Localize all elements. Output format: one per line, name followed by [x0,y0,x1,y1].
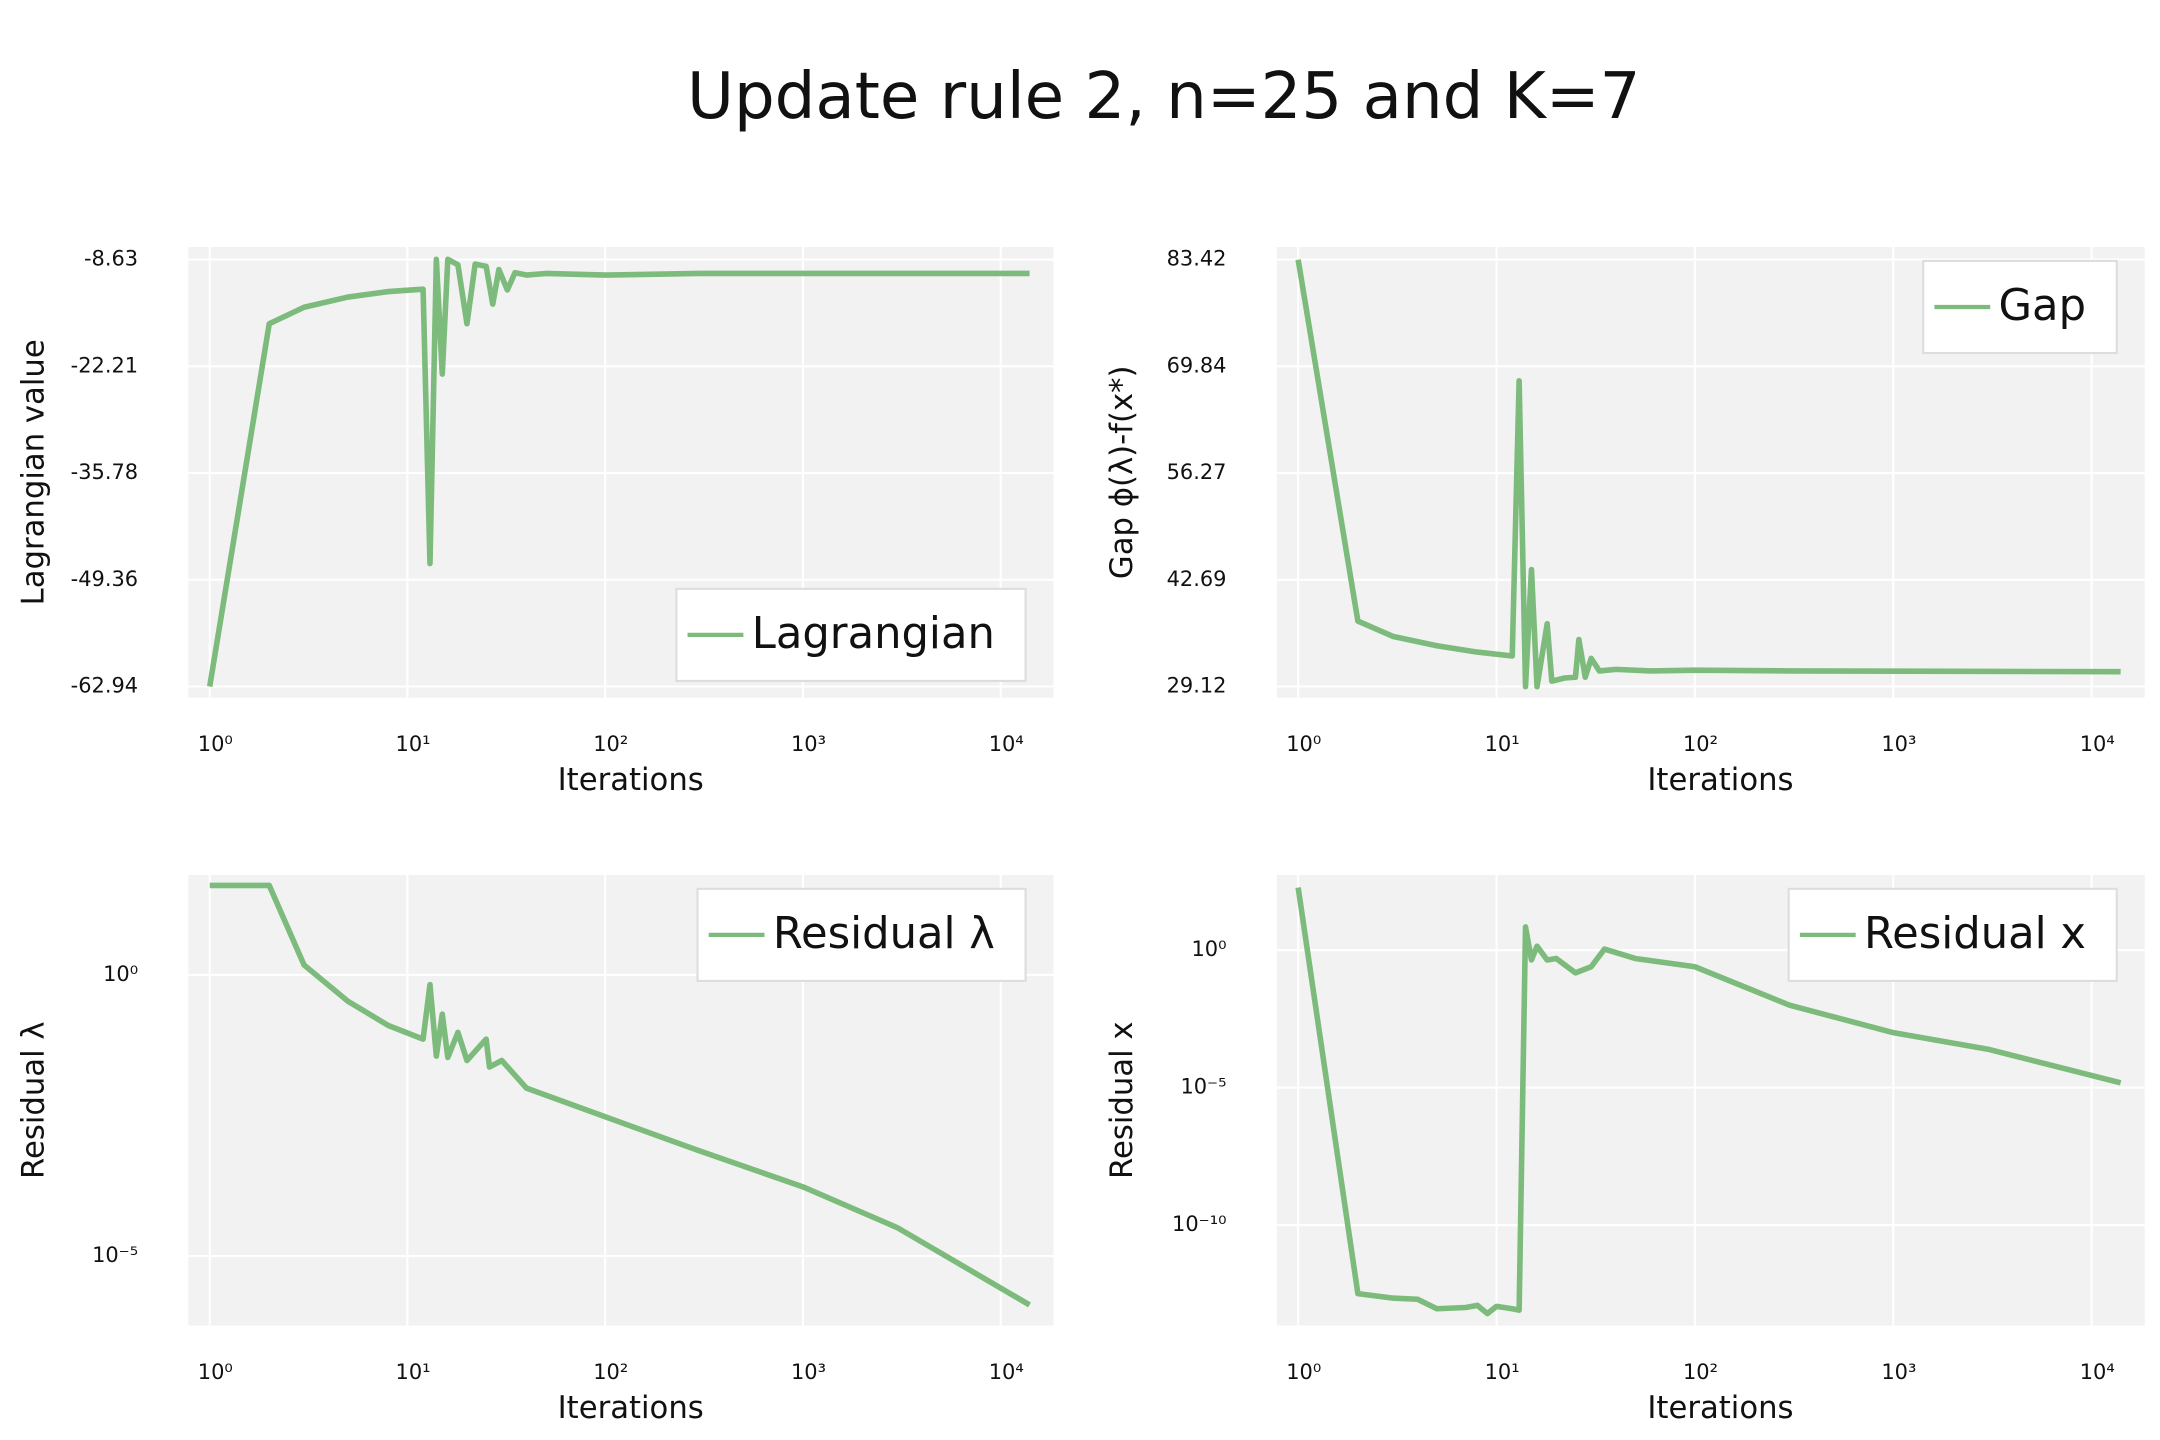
y-tick-label: -8.63 [84,247,138,271]
y-tick-label: 10⁻⁵ [1180,1075,1226,1099]
y-tick-label: 10⁰ [1191,937,1226,961]
x-tick-label: 10⁴ [989,732,1024,756]
y-tick-label: 42.69 [1167,567,1227,591]
x-tick-label: 10¹ [396,732,431,756]
legend-label: Lagrangian [752,609,995,659]
legend-label: Residual λ [773,909,995,959]
x-tick-label: 10⁰ [1286,732,1321,756]
x-tick-label: 10¹ [1485,732,1520,756]
subplot: 10⁰ 10¹ 10² 10³ 10⁴ 10⁰ 10⁻⁵ 10⁻¹⁰ Iterations Res… [1105,874,2145,1426]
x-tick-label: 10² [1683,732,1718,756]
data-line [1295,259,2121,690]
y-tick-label: 10⁰ [103,962,138,986]
subplot: 10⁰ 10¹ 10² 10³ 10⁴ -62.94 -49.36 -35.78 -22.21 -… [16,247,1054,798]
x-tick-label: 10¹ [1485,1360,1520,1384]
x-tick-label: 10⁰ [198,1360,233,1384]
y-axis-label: Gap ϕ(λ)-f(x*) [1105,366,1140,580]
x-tick-label: 10⁴ [2080,732,2115,756]
y-axis-label: Residual λ [16,1021,51,1179]
subplot: 10⁰ 10¹ 10² 10³ 10⁴ 10⁰ 10⁻⁵ Iterations Residual… [16,874,1054,1426]
x-tick-label: 10⁰ [1286,1360,1321,1384]
x-axis-label: Iterations [558,1391,704,1426]
x-tick-label: 10³ [1881,1360,1916,1384]
subplot: 10⁰ 10¹ 10² 10³ 10⁴ 29.12 42.69 56.27 69.84 83.42… [1105,247,2145,798]
data-line [1295,887,2122,1317]
data-line [206,256,1030,687]
x-tick-label: 10⁴ [2080,1360,2115,1384]
y-tick-label: 56.27 [1167,460,1227,484]
y-tick-label: 83.42 [1167,247,1227,271]
y-tick-label: 69.84 [1167,353,1227,377]
x-tick-label: 10⁰ [198,732,233,756]
x-tick-label: 10² [593,732,628,756]
x-axis-label: Iterations [1647,1391,1793,1426]
x-axis-label: Iterations [1647,763,1793,798]
x-tick-label: 10³ [791,732,826,756]
y-axis-label: Residual x [1105,1021,1140,1179]
data-line [209,882,1031,1308]
y-tick-label: 10⁻⁵ [92,1243,138,1267]
legend-label: Gap [1999,281,2086,331]
y-tick-label: 10⁻¹⁰ [1172,1212,1226,1236]
x-tick-label: 10² [1683,1360,1718,1384]
x-axis-label: Iterations [558,763,704,798]
y-tick-label: 29.12 [1167,674,1227,698]
y-axis-label: Lagrangian value [16,339,51,605]
x-tick-label: 10² [593,1360,628,1384]
x-tick-label: 10¹ [396,1360,431,1384]
y-tick-label: -62.94 [71,674,138,698]
figure-title: Update rule 2, n=25 and K=7 [687,59,1641,134]
x-tick-label: 10⁴ [989,1360,1024,1384]
x-tick-label: 10³ [1881,732,1916,756]
legend-label: Residual x [1864,909,2086,959]
y-tick-label: -22.21 [71,353,138,377]
y-tick-label: -49.36 [71,567,138,591]
x-tick-label: 10³ [791,1360,826,1384]
y-tick-label: -35.78 [71,460,138,484]
